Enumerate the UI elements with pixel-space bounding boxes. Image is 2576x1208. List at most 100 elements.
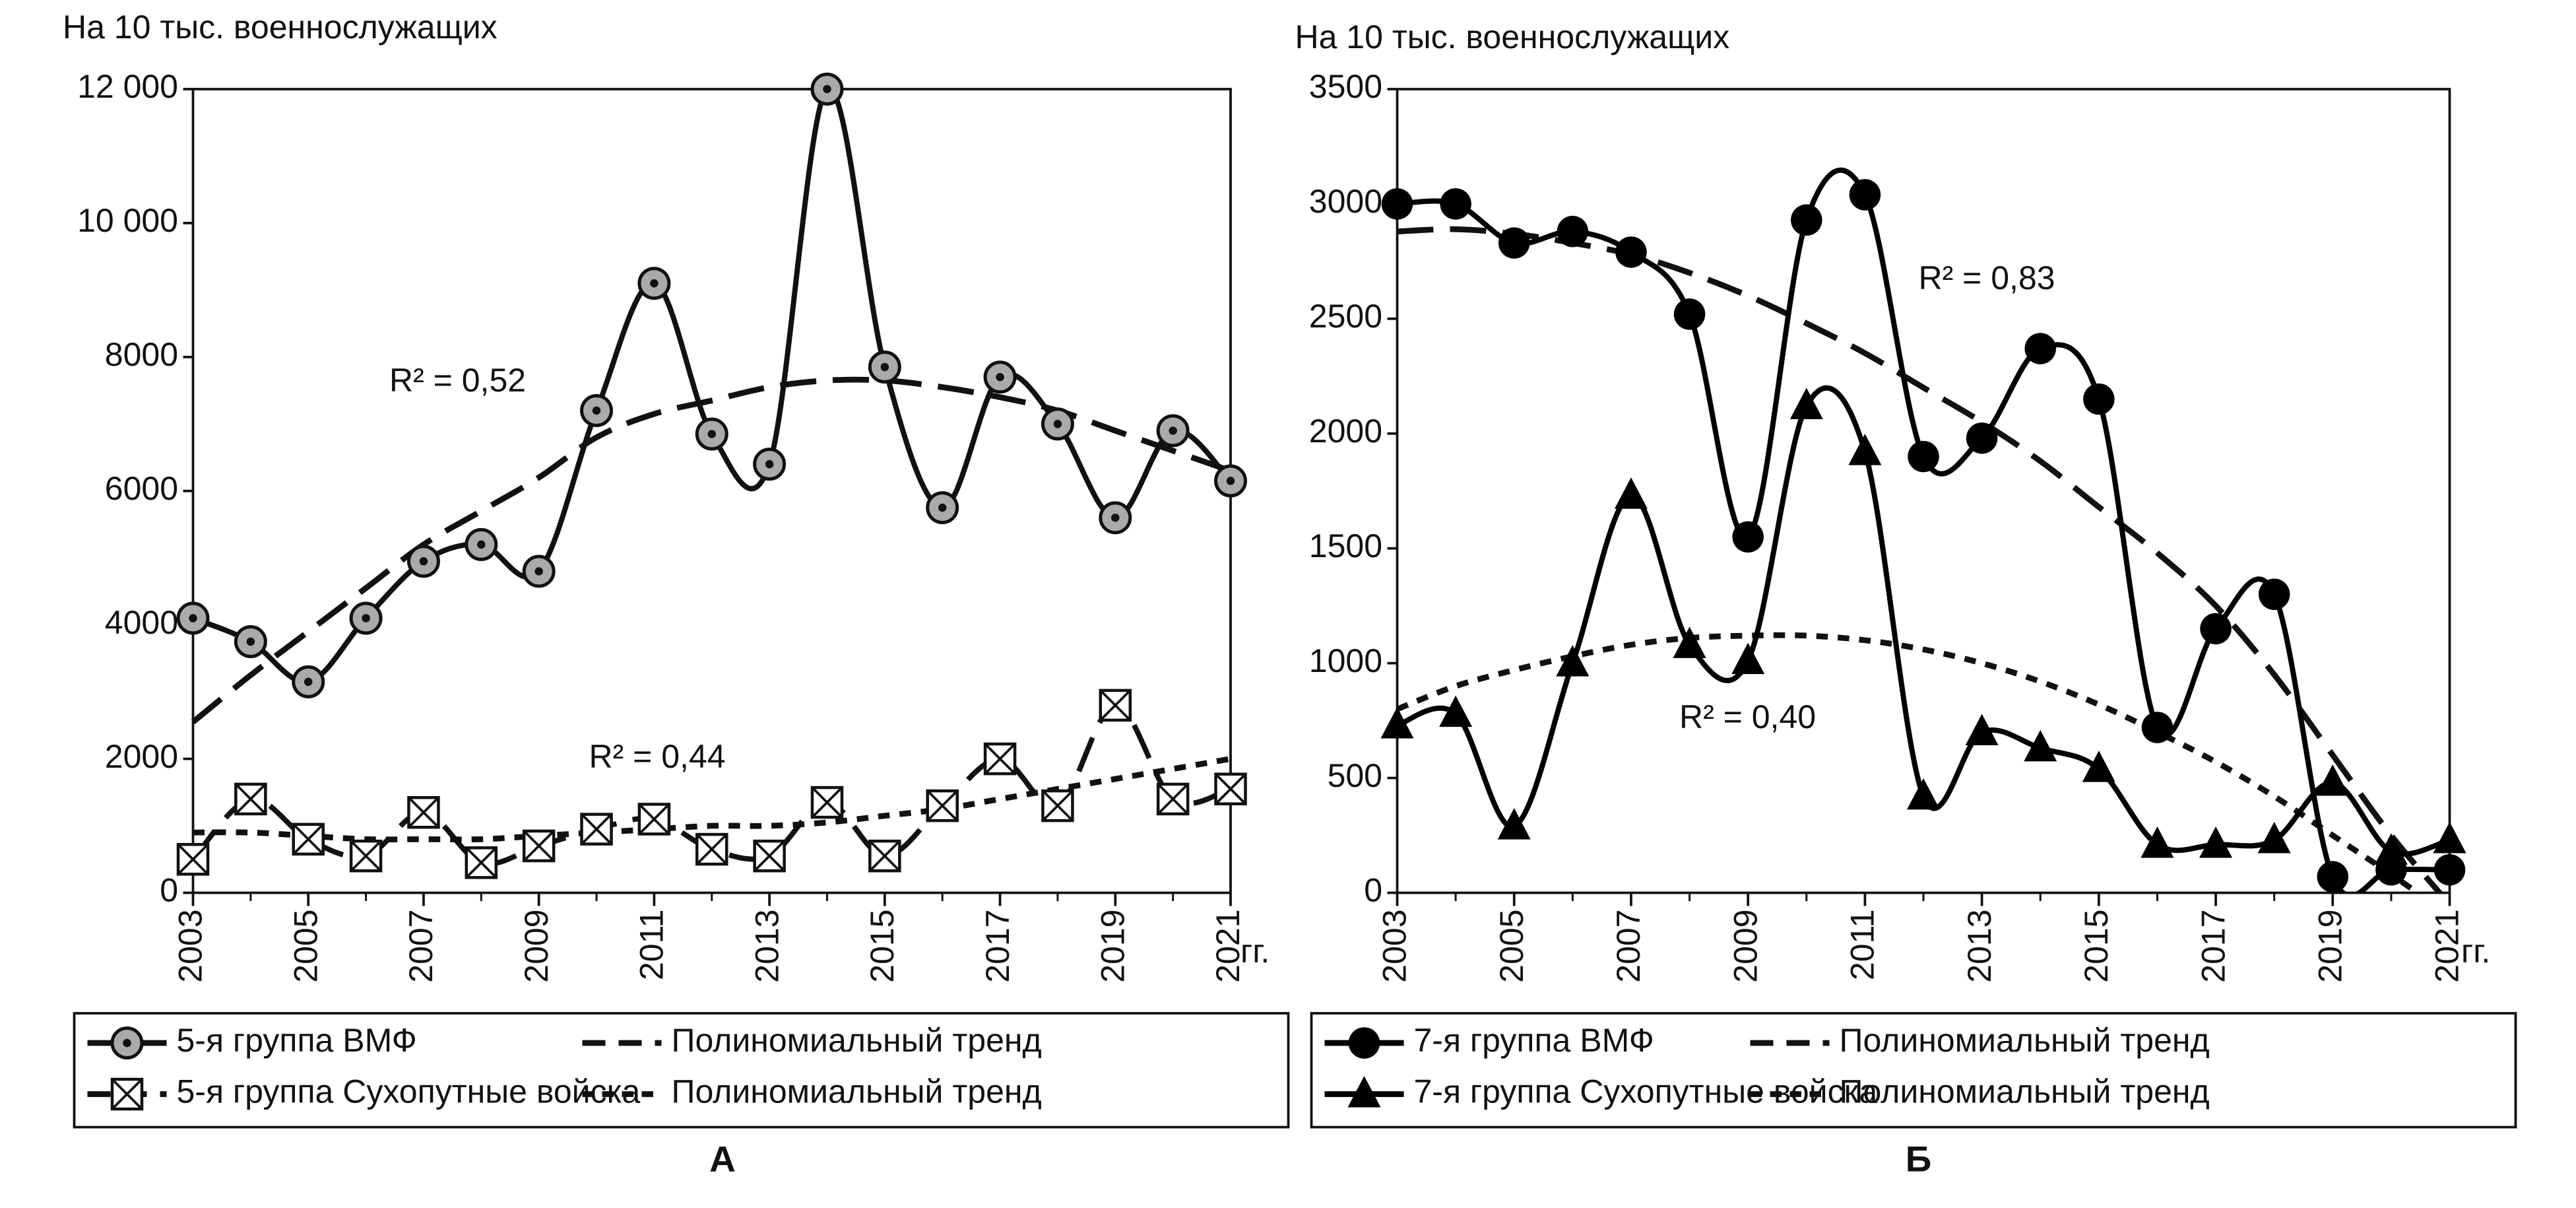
x-tick-label: 2019 — [1094, 909, 1131, 982]
marker — [1789, 387, 1823, 420]
marker-cross — [1157, 783, 1189, 815]
marker — [1557, 215, 1589, 248]
marker-cross — [869, 840, 901, 872]
marker-dot — [477, 540, 486, 549]
marker — [2083, 383, 2115, 415]
trend-line — [1397, 226, 2444, 893]
legend-label: 5-я группа ВМФ — [177, 1022, 417, 1059]
legend-label: 5-я группа Сухопутные войска — [177, 1073, 641, 1110]
marker — [868, 839, 901, 873]
x-tick-label: 2005 — [287, 910, 324, 983]
marker — [983, 360, 1017, 394]
x-tick-label: 2015 — [864, 910, 901, 983]
marker — [1041, 407, 1074, 441]
y-tick-label: 3500 — [1309, 68, 1382, 105]
y-axis-title: На 10 тыс. военнослужащих — [63, 9, 498, 46]
y-tick-label: 6000 — [105, 470, 178, 507]
legend-frame — [1310, 1012, 2517, 1129]
annotation: R² = 0,40 — [1679, 698, 1816, 735]
marker — [2199, 826, 2233, 858]
marker-cross — [1042, 789, 1074, 822]
marker-dot — [1053, 420, 1062, 428]
marker — [1347, 1076, 1381, 1108]
panel-label: Б — [1906, 1139, 1932, 1180]
marker — [407, 795, 440, 829]
marker — [522, 554, 556, 588]
marker — [234, 625, 267, 659]
marker-cross — [350, 840, 382, 872]
marker — [2317, 861, 2349, 892]
marker — [926, 491, 959, 525]
marker-cross — [523, 830, 555, 862]
chart: На 10 тыс. военнослужащих 0 2000 4000 6000 80… — [63, 9, 1290, 1180]
marker — [1966, 422, 1998, 454]
annotation: R² = 0,52 — [389, 362, 526, 399]
marker — [110, 1026, 144, 1059]
marker — [234, 782, 267, 816]
marker — [695, 832, 728, 866]
marker — [1907, 778, 1940, 810]
marker — [810, 786, 844, 819]
marker — [2316, 764, 2350, 796]
marker — [1965, 714, 1999, 745]
y-tick-label: 2000 — [1309, 413, 1382, 450]
x-tick-label: 2019 — [2311, 909, 2348, 982]
annotation: R² = 0,83 — [1919, 259, 2055, 296]
y-tick-label: 2500 — [1309, 298, 1382, 335]
marker — [1497, 808, 1531, 840]
legend: 5-я группа ВМФ Полиномиальный тренд 5-я гр… — [73, 1012, 1290, 1129]
marker-cross — [408, 796, 439, 828]
y-tick-label: 10 000 — [77, 202, 178, 239]
legend-label: Полиномиальный тренд — [1840, 1022, 2210, 1059]
legend-frame — [73, 1012, 1290, 1129]
marker — [349, 839, 383, 873]
marker — [1380, 707, 1414, 739]
marker — [2374, 833, 2408, 865]
marker-dot — [1111, 514, 1120, 522]
marker-cross — [754, 840, 785, 872]
marker — [1214, 772, 1247, 805]
marker-dot — [246, 637, 255, 646]
marker — [695, 417, 728, 451]
marker — [406, 545, 440, 578]
marker — [580, 394, 614, 428]
marker — [2024, 729, 2057, 762]
legend-label: Полиномиальный тренд — [1840, 1073, 2210, 1110]
x-tick-label: 2021 — [1209, 909, 1246, 982]
x-tick-label: 2007 — [402, 910, 439, 983]
y-tick-label: 4000 — [105, 604, 178, 641]
marker — [465, 846, 498, 879]
marker-dot — [996, 373, 1004, 382]
marker — [1848, 434, 1882, 465]
y-tick-label: 12 000 — [77, 68, 178, 105]
marker-dot — [419, 557, 428, 566]
marker — [810, 73, 844, 106]
legend-label: 7-я группа Сухопутные войска — [1414, 1073, 1878, 1110]
marker-cross — [1215, 773, 1246, 805]
trend-line — [193, 756, 1231, 843]
marker-cross — [177, 843, 209, 875]
marker-dot — [938, 503, 947, 512]
marker — [926, 789, 959, 822]
marker-dot — [123, 1038, 131, 1048]
marker — [110, 1077, 144, 1111]
marker — [1156, 414, 1190, 448]
marker — [2433, 821, 2466, 854]
marker — [1731, 642, 1765, 675]
x-axis-unit: гг. — [2461, 933, 2490, 970]
marker-dot — [304, 677, 313, 687]
marker — [1439, 695, 1473, 727]
x-tick-label: 2003 — [1376, 909, 1413, 982]
marker-dot — [765, 459, 774, 469]
marker — [637, 803, 671, 836]
marker-dot — [534, 567, 543, 576]
marker — [1556, 645, 1590, 677]
marker — [1348, 1027, 1380, 1059]
marker — [1214, 464, 1248, 498]
y-tick-label: 500 — [1328, 757, 1382, 794]
marker-dot — [1169, 426, 1177, 435]
marker — [637, 267, 671, 300]
x-tick-label: 2011 — [1844, 910, 1881, 981]
marker — [1440, 188, 1471, 220]
